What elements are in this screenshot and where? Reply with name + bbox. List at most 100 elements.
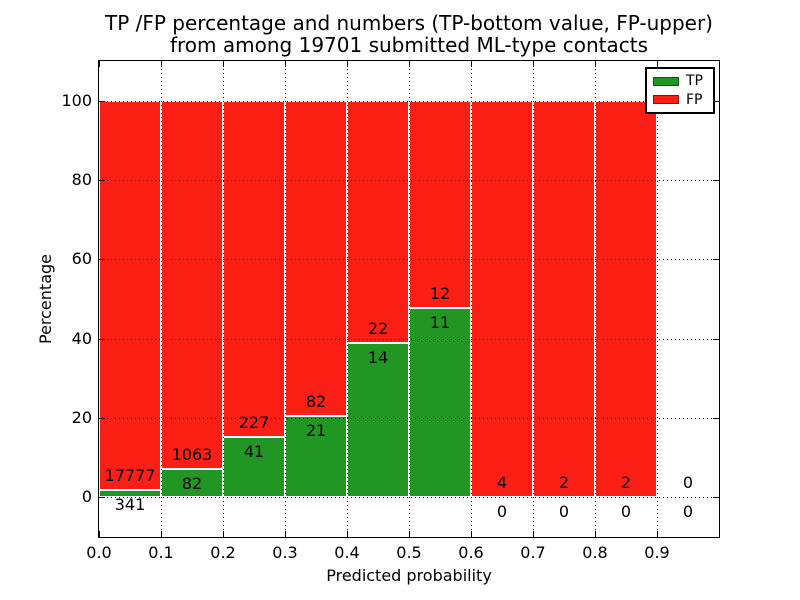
x-tick-label: 0.3 xyxy=(272,543,298,562)
x-tick-mark xyxy=(471,531,472,537)
x-tick-mark xyxy=(161,531,162,537)
grid-line-v xyxy=(223,61,224,537)
bar-label-fp-count: 227 xyxy=(238,412,270,432)
x-tick-mark xyxy=(347,61,348,67)
bar-segment-tp xyxy=(99,489,161,498)
bar-label-tp-count: 0 xyxy=(558,502,570,522)
bar-label-fp-count: 22 xyxy=(367,319,389,339)
y-tick-mark xyxy=(99,338,105,340)
y-tick-label: 80 xyxy=(71,170,92,189)
x-tick-mark xyxy=(347,531,348,537)
x-tick-mark xyxy=(595,531,596,537)
x-tick-label: 0.6 xyxy=(458,543,484,562)
bar-label-tp-count: 21 xyxy=(305,421,327,441)
x-tick-label: 0.5 xyxy=(396,543,422,562)
x-tick-mark xyxy=(99,61,100,67)
grid-line-v xyxy=(595,61,596,537)
bar-segment-fp xyxy=(409,100,471,308)
y-tick-mark xyxy=(713,259,719,261)
bar-label-fp-count: 17777 xyxy=(104,465,156,485)
bar-segment-fp xyxy=(161,100,223,469)
x-tick-mark xyxy=(471,61,472,67)
y-tick-mark xyxy=(99,418,105,419)
bar-label-tp-count: 82 xyxy=(181,473,203,493)
bar-segment-fp xyxy=(223,100,285,437)
x-tick-mark xyxy=(595,61,596,67)
legend-label-fp: FP xyxy=(686,91,703,108)
bar-segment-tp xyxy=(347,343,409,498)
bar-segment-fp xyxy=(99,100,161,490)
bar-label-fp-count: 1063 xyxy=(171,444,213,464)
y-tick-mark xyxy=(99,180,105,181)
y-tick-label: 40 xyxy=(71,328,92,348)
y-tick-mark xyxy=(713,418,719,419)
bar-segment-fp xyxy=(471,100,533,498)
legend-swatch-fp-icon xyxy=(653,95,679,105)
bar-label-fp-count: 0 xyxy=(682,473,694,493)
bar-segment-tp xyxy=(409,307,471,498)
bar-segment-fp xyxy=(595,100,657,498)
bar-label-tp-count: 11 xyxy=(429,312,451,332)
bar-label-tp-count: 0 xyxy=(496,502,508,522)
x-tick-mark xyxy=(99,531,100,537)
grid-line-v xyxy=(533,61,534,537)
bar-label-tp-count: 341 xyxy=(114,494,146,514)
grid-line-v xyxy=(347,61,348,537)
y-tick-mark xyxy=(99,497,105,499)
x-tick-mark xyxy=(409,531,410,537)
bar-label-fp-count: 82 xyxy=(305,392,327,412)
x-tick-label: 0.8 xyxy=(582,543,608,562)
y-tick-mark xyxy=(99,100,105,102)
legend-entry-tp: TP xyxy=(653,73,707,89)
x-tick-label: 0.7 xyxy=(520,543,546,562)
x-tick-mark xyxy=(285,61,286,67)
x-tick-label: 0.9 xyxy=(644,543,670,562)
x-tick-label: 0.2 xyxy=(210,543,236,562)
y-tick-label: 100 xyxy=(61,90,92,110)
x-tick-mark xyxy=(223,531,224,537)
legend: TP FP xyxy=(645,67,715,114)
bar-segment-fp xyxy=(533,100,595,498)
bar-label-tp-count: 0 xyxy=(682,502,694,522)
x-tick-label: 0.0 xyxy=(86,543,112,562)
y-tick-label: 60 xyxy=(71,249,92,269)
x-tick-mark xyxy=(409,61,410,67)
x-tick-mark xyxy=(533,61,534,67)
bar-label-fp-count: 4 xyxy=(496,473,508,493)
bar-label-fp-count: 2 xyxy=(558,473,570,493)
legend-label-tp: TP xyxy=(686,73,703,90)
x-axis-label: Predicted probability xyxy=(326,566,492,585)
y-tick-mark xyxy=(99,259,105,261)
grid-line-v xyxy=(657,61,658,537)
x-tick-mark xyxy=(533,531,534,537)
x-tick-mark xyxy=(161,61,162,67)
bar-label-tp-count: 0 xyxy=(620,502,632,522)
y-tick-mark xyxy=(713,497,719,499)
y-tick-label: 0 xyxy=(81,487,92,507)
x-tick-mark xyxy=(657,531,658,537)
x-tick-label: 0.1 xyxy=(148,543,174,562)
legend-swatch-tp-icon xyxy=(653,76,679,86)
legend-entry-fp: FP xyxy=(653,92,707,108)
x-tick-mark xyxy=(223,61,224,67)
x-tick-mark xyxy=(285,531,286,537)
bar-segment-tp xyxy=(161,468,223,498)
y-tick-mark xyxy=(713,100,719,102)
bar-label-fp-count: 12 xyxy=(429,283,451,303)
bar-label-fp-count: 2 xyxy=(620,473,632,493)
grid-line-v xyxy=(161,61,162,537)
y-tick-mark xyxy=(713,338,719,340)
x-tick-mark xyxy=(657,61,658,67)
bar-label-tp-count: 41 xyxy=(243,441,265,461)
grid-line-v xyxy=(285,61,286,537)
x-tick-label: 0.4 xyxy=(334,543,360,562)
bar-label-tp-count: 14 xyxy=(367,348,389,368)
grid-line-v xyxy=(471,61,472,537)
chart-title-line-1: TP /FP percentage and numbers (TP-bottom… xyxy=(105,11,713,35)
y-tick-mark xyxy=(713,180,719,181)
chart-title-line-2: from among 19701 submitted ML-type conta… xyxy=(169,33,649,57)
y-tick-label: 20 xyxy=(71,408,92,427)
grid-line-v xyxy=(409,61,410,537)
